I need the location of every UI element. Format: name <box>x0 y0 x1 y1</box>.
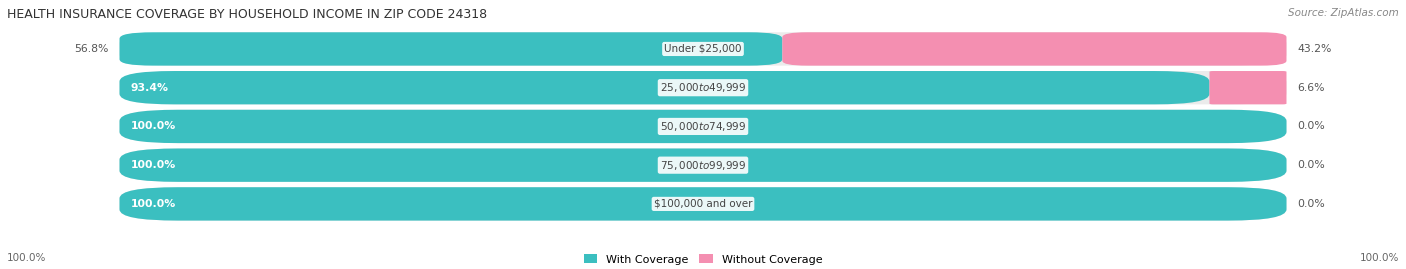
FancyBboxPatch shape <box>120 71 1286 104</box>
Text: Under $25,000: Under $25,000 <box>664 44 742 54</box>
Text: 100.0%: 100.0% <box>1360 253 1399 263</box>
Text: 56.8%: 56.8% <box>75 44 108 54</box>
Text: $75,000 to $99,999: $75,000 to $99,999 <box>659 159 747 172</box>
Text: 100.0%: 100.0% <box>131 160 176 170</box>
Text: 0.0%: 0.0% <box>1298 121 1326 132</box>
Text: 43.2%: 43.2% <box>1298 44 1331 54</box>
Text: $100,000 and over: $100,000 and over <box>654 199 752 209</box>
Text: $50,000 to $74,999: $50,000 to $74,999 <box>659 120 747 133</box>
FancyBboxPatch shape <box>120 148 1286 182</box>
FancyBboxPatch shape <box>120 32 1286 66</box>
Text: 100.0%: 100.0% <box>7 253 46 263</box>
Text: HEALTH INSURANCE COVERAGE BY HOUSEHOLD INCOME IN ZIP CODE 24318: HEALTH INSURANCE COVERAGE BY HOUSEHOLD I… <box>7 8 486 21</box>
Text: 0.0%: 0.0% <box>1298 160 1326 170</box>
FancyBboxPatch shape <box>1209 71 1286 104</box>
Text: 100.0%: 100.0% <box>131 199 176 209</box>
FancyBboxPatch shape <box>120 148 1286 182</box>
FancyBboxPatch shape <box>120 32 782 66</box>
Text: 0.0%: 0.0% <box>1298 199 1326 209</box>
FancyBboxPatch shape <box>120 110 1286 143</box>
FancyBboxPatch shape <box>782 32 1286 66</box>
Text: Source: ZipAtlas.com: Source: ZipAtlas.com <box>1288 8 1399 18</box>
Text: 6.6%: 6.6% <box>1298 83 1326 93</box>
FancyBboxPatch shape <box>120 187 1286 221</box>
Text: $25,000 to $49,999: $25,000 to $49,999 <box>659 81 747 94</box>
Text: 100.0%: 100.0% <box>131 121 176 132</box>
Legend: With Coverage, Without Coverage: With Coverage, Without Coverage <box>579 250 827 269</box>
FancyBboxPatch shape <box>120 187 1286 221</box>
Text: 93.4%: 93.4% <box>131 83 169 93</box>
FancyBboxPatch shape <box>120 110 1286 143</box>
FancyBboxPatch shape <box>120 71 1209 104</box>
